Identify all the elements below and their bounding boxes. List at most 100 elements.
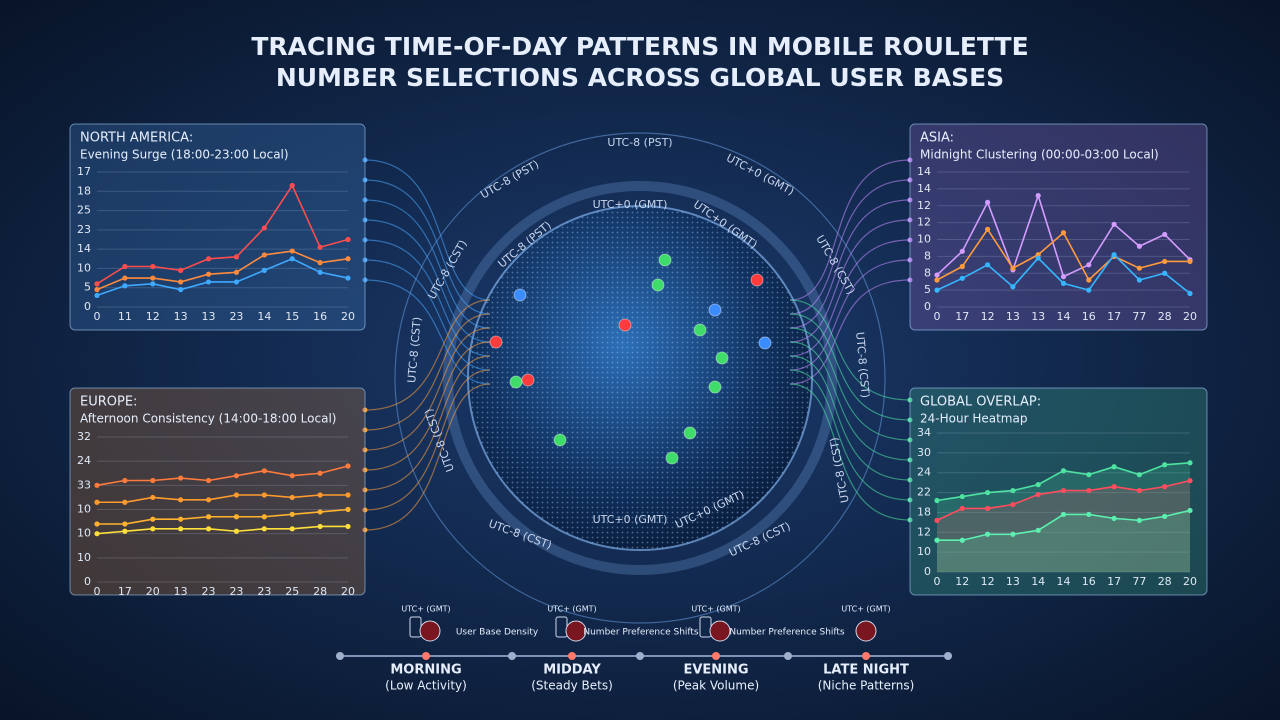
timeline-node: [636, 652, 644, 660]
point: [122, 521, 128, 527]
connector: [364, 159, 491, 301]
phase-name: EVENING: [683, 663, 748, 678]
y-tick-label: 10: [77, 551, 91, 564]
point: [94, 521, 100, 527]
point: [233, 279, 240, 285]
x-tick-label: 17: [1107, 310, 1121, 323]
globe-dot: [618, 318, 632, 332]
y-tick-label: 8: [924, 266, 931, 279]
connector: [789, 159, 911, 301]
point: [289, 511, 295, 517]
y-tick-label: 30: [917, 446, 931, 459]
x-tick-label: 23: [202, 585, 216, 598]
connector: [364, 383, 491, 531]
x-tick-label: 25: [285, 585, 299, 598]
connector: [364, 179, 491, 315]
phase-note: (Niche Patterns): [818, 679, 915, 693]
point: [1060, 487, 1067, 494]
globe-dot: [750, 273, 764, 287]
point: [1136, 277, 1142, 283]
y-tick-label: 18: [917, 505, 931, 518]
y-tick-label: 0: [924, 300, 931, 313]
point: [233, 269, 240, 275]
x-tick-label: 13: [1006, 575, 1020, 588]
point: [1187, 258, 1193, 265]
point: [178, 267, 184, 273]
y-tick-label: 32: [77, 430, 91, 443]
point: [178, 516, 184, 522]
point: [1086, 511, 1092, 518]
point: [1086, 287, 1092, 293]
point: [345, 506, 351, 513]
point: [178, 526, 184, 532]
y-tick-label: 0: [84, 575, 91, 588]
y-tick-label: 14: [917, 182, 931, 195]
point: [261, 267, 267, 273]
connector: [789, 179, 911, 315]
y-tick-label: 5: [84, 281, 91, 294]
point: [205, 497, 212, 503]
x-tick-label: 17: [1107, 575, 1121, 588]
y-tick-label: 10: [77, 503, 91, 516]
y-tick-label: 14: [917, 165, 931, 178]
panel-title: NORTH AMERICA:: [80, 131, 193, 146]
x-tick-label: 16: [313, 310, 327, 323]
globe-dot: [758, 336, 772, 350]
between-label: Number Preference Shifts: [729, 628, 845, 638]
point: [345, 463, 351, 469]
panel-title: EUROPE:: [80, 395, 137, 410]
point: [1060, 230, 1067, 236]
y-tick-label: 12: [917, 216, 931, 229]
point: [1111, 252, 1117, 258]
globe-dot: [708, 303, 722, 317]
phase-name: LATE NIGHT: [823, 663, 909, 678]
x-tick-label: 20: [1183, 575, 1197, 588]
title: TRACING TIME-OF-DAY PATTERNS IN MOBILE R…: [251, 32, 1028, 61]
point: [289, 473, 295, 479]
point: [934, 277, 940, 283]
point: [261, 514, 267, 520]
x-tick-label: 20: [1183, 310, 1197, 323]
point: [94, 482, 100, 488]
point: [233, 492, 240, 498]
connector: [789, 219, 911, 343]
point: [205, 279, 212, 285]
title: NUMBER SELECTIONS ACROSS GLOBAL USER BAS…: [276, 63, 1004, 92]
point: [150, 281, 156, 287]
point: [345, 236, 351, 243]
point: [345, 523, 351, 530]
point: [1187, 478, 1193, 484]
point: [1136, 517, 1142, 523]
x-tick-label: 13: [202, 310, 216, 323]
point: [178, 279, 184, 285]
timezone-label: UTC-8 (CST): [853, 331, 872, 398]
y-tick-label: 23: [77, 223, 91, 236]
point: [289, 248, 295, 254]
x-tick-label: 17: [118, 585, 132, 598]
x-tick-label: 28: [313, 585, 327, 598]
point: [934, 287, 940, 293]
point: [1010, 501, 1016, 508]
globe-dot: [513, 288, 527, 302]
x-tick-label: 12: [981, 575, 995, 588]
point: [122, 528, 128, 534]
point: [934, 517, 940, 523]
x-tick-label: 13: [1031, 310, 1045, 323]
x-tick-label: 13: [174, 585, 188, 598]
point: [1187, 507, 1193, 514]
point: [959, 493, 965, 500]
point: [94, 281, 100, 287]
roulette-icon: [565, 620, 587, 642]
x-tick-label: 15: [285, 310, 299, 323]
point: [985, 226, 991, 232]
point: [1111, 464, 1117, 470]
point: [1162, 462, 1168, 468]
phase-zone: UTC+ (GMT): [401, 605, 450, 614]
y-tick-label: 24: [917, 466, 931, 479]
x-tick-label: 0: [94, 310, 101, 323]
point: [1060, 274, 1067, 280]
point: [934, 272, 940, 278]
point: [345, 256, 351, 262]
point: [1086, 277, 1092, 283]
line: [97, 508, 349, 525]
